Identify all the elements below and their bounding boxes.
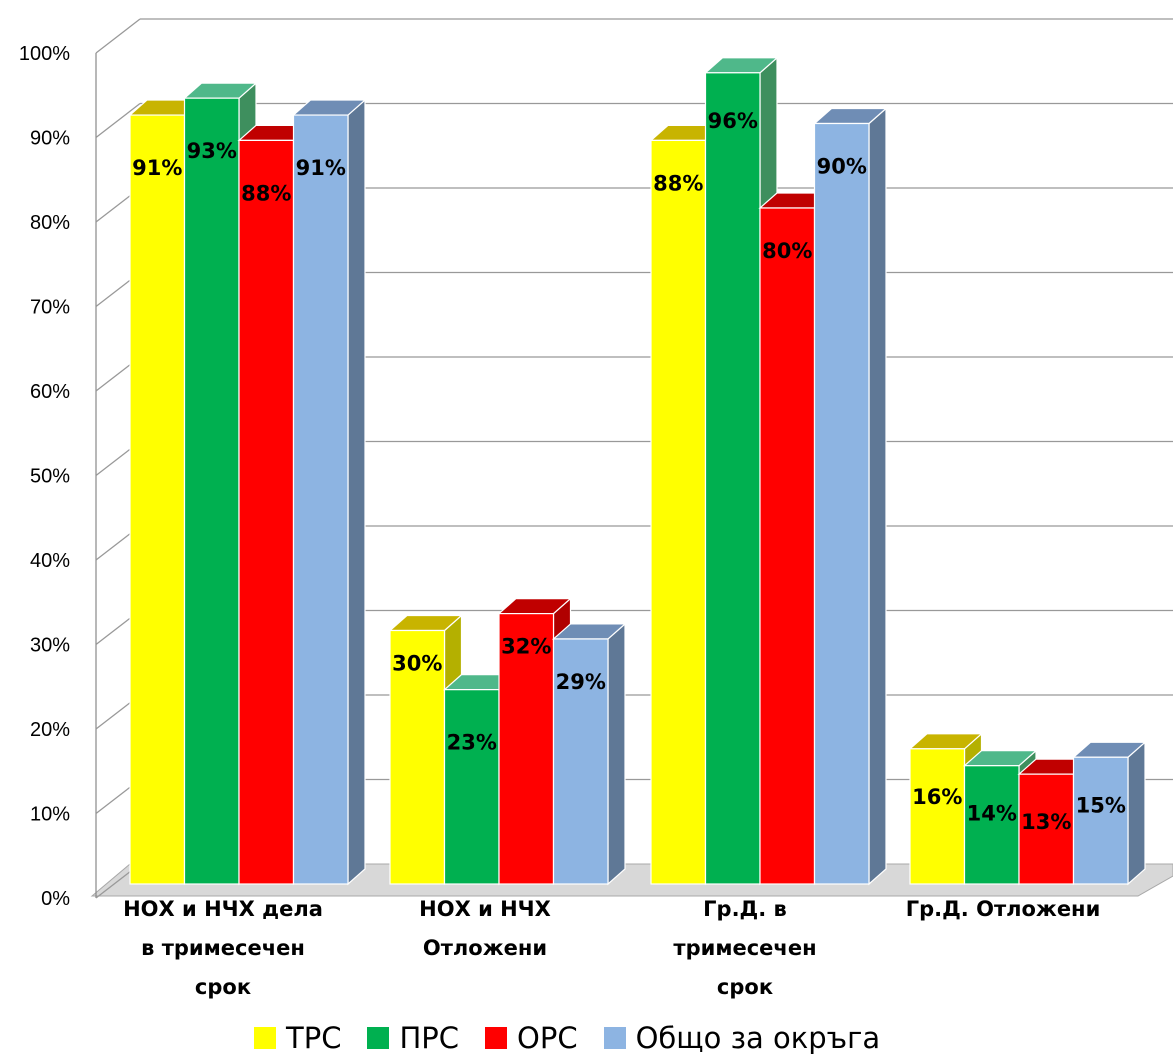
legend-swatch (485, 1027, 507, 1049)
bar-front (389, 629, 446, 885)
legend-label: ОРС (517, 1021, 578, 1055)
x-category-label: Гр.Д. Отложени (906, 897, 1101, 921)
y-tick-label: 0% (41, 888, 70, 910)
x-category-line: Гр.Д. в (703, 897, 787, 921)
data-label: 90% (817, 155, 867, 179)
bar-front (443, 689, 500, 885)
data-label: 93% (187, 139, 237, 163)
data-label: 14% (967, 802, 1017, 826)
x-category-line: срок (717, 975, 773, 999)
x-category-line: в тримесечен (141, 936, 305, 960)
bar (1071, 740, 1147, 886)
bar-front (238, 139, 295, 885)
data-label: 13% (1021, 810, 1071, 834)
bars (128, 56, 1147, 886)
legend-label: ПРС (399, 1021, 459, 1055)
bar (812, 107, 888, 886)
data-label: 96% (708, 109, 758, 133)
x-axis-categories: НОХ и НЧХ дела в тримесечен срок НОХ и НЧХ О… (123, 897, 1100, 999)
data-label: 91% (132, 156, 182, 180)
bar-front (129, 114, 186, 885)
data-label: 91% (296, 156, 346, 180)
bar-front (759, 207, 816, 885)
x-category-line: тримесечен (673, 936, 816, 960)
legend-item: ПРС (367, 1021, 459, 1055)
bar-side (607, 622, 626, 886)
legend-swatch (254, 1027, 276, 1049)
legend-item: ОРС (485, 1021, 578, 1055)
data-label: 30% (392, 652, 442, 676)
data-label: 88% (241, 181, 291, 205)
gridline-diagonal (95, 102, 141, 139)
data-label: 88% (653, 171, 703, 195)
legend-item: ТРС (254, 1021, 341, 1055)
x-category-label: НОХ и НЧХ дела в тримесечен срок (123, 897, 323, 999)
bar-front (813, 122, 870, 885)
bar-front (1018, 773, 1075, 885)
x-category-line: НОХ и НЧХ дела (123, 897, 323, 921)
legend-swatch (603, 1027, 626, 1049)
bar-side (868, 107, 887, 886)
x-category-label: НОХ и НЧХ Отложени (419, 897, 551, 960)
bar-front (183, 97, 240, 885)
y-tick-label: 30% (30, 635, 70, 657)
data-label: 80% (762, 239, 812, 263)
legend-label: Общо за окръга (635, 1021, 881, 1055)
bar-front (1072, 756, 1129, 885)
bar (291, 98, 367, 886)
legend: ТРС ПРС ОРС Общо за окръга (254, 1018, 880, 1058)
y-tick-label: 10% (30, 804, 70, 826)
bar-front (292, 114, 349, 885)
y-axis: 0% 10% 20% 30% 40% 50% 60% 70% 80% 90% 100% (19, 43, 97, 910)
legend-label: ТРС (286, 1021, 342, 1055)
gridline-diagonal (95, 18, 141, 54)
bar-side (1127, 740, 1146, 886)
bar-side (347, 98, 366, 886)
y-tick-label: 80% (30, 212, 70, 234)
y-tick-label: 70% (30, 297, 70, 319)
data-label: 23% (447, 731, 497, 755)
y-tick-label: 50% (30, 466, 70, 488)
bar-front (498, 612, 555, 885)
bar-front (909, 748, 966, 885)
bar-front (963, 765, 1020, 885)
x-category-line: Отложени (423, 936, 547, 960)
x-category-line: НОХ и НЧХ (419, 897, 551, 921)
x-category-line: срок (195, 975, 251, 999)
y-tick-label: 60% (30, 381, 70, 403)
x-category-line: Гр.Д. Отложени (906, 897, 1101, 921)
data-label: 16% (912, 785, 962, 809)
y-tick-label: 100% (19, 43, 70, 65)
y-tick-label: 20% (30, 719, 70, 741)
data-labels: 91% 30% 88% 16% 93% 23% 96% 14% 88% 32% 80% 13% 91% 2… (132, 109, 1126, 834)
data-label: 15% (1076, 793, 1126, 817)
legend-item: Общо за окръга (603, 1021, 881, 1055)
x-category-label: Гр.Д. в тримесечен срок (673, 897, 816, 999)
legend-swatch (367, 1027, 390, 1049)
bar-front (650, 139, 707, 885)
bar-front (704, 72, 761, 885)
y-tick-label: 90% (30, 128, 70, 150)
bar (551, 622, 627, 886)
bar-front (552, 638, 609, 885)
data-label: 32% (501, 635, 551, 659)
y-tick-label: 40% (30, 550, 70, 572)
data-label: 29% (556, 670, 606, 694)
